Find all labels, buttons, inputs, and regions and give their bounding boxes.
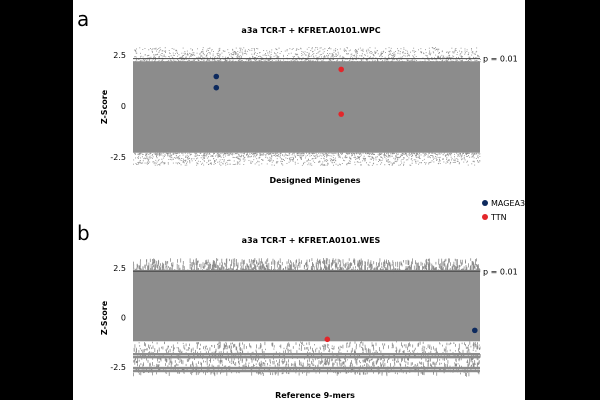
panel-b-title: a3a TCR-T + KFRET.A0101.WES [242,236,381,245]
panel-a-threshold-label: p = 0.01 [483,55,518,64]
panel-b-point-ttn [324,336,331,343]
panel-b-threshold: p = 0.01 [133,267,518,276]
panel-b-background-band [133,258,481,377]
panel-a-background-cloud [133,47,481,166]
legend-label-ttn: TTN [490,213,507,222]
panel-a-title: a3a TCR-T + KFRET.A0101.WPC [241,26,380,35]
panel-a-y-tick-label: 2.5 [113,51,126,60]
panel-a: a a3a TCR-T + KFRET.A0101.WPC Z-Score De… [77,7,518,185]
panel-b-x-axis-label: Reference 9-mers [275,391,355,400]
panel-b-band-stripe [133,352,480,356]
panel-a-point-ttn [338,111,345,117]
panel-a-y-tick-label: 0 [121,102,126,111]
panel-b-y-tick-label: 0 [121,313,126,322]
panel-b-y-tick-label: 2.5 [113,264,126,273]
panel-b-cloud-core [133,269,480,342]
panel-a-y-axis-label: Z-Score [100,89,109,124]
panel-a-point-ttn [338,66,345,73]
panel-b-y-axis-label: Z-Score [100,300,109,335]
panel-a-point-magea3 [213,84,220,91]
figure-canvas: a a3a TCR-T + KFRET.A0101.WPC Z-Score De… [73,0,525,400]
panel-b-band-stripe [133,369,480,373]
panel-b-band-stripe [133,355,480,359]
panel-b-cloud-scatter [133,258,481,377]
panel-b-threshold-label: p = 0.01 [483,267,518,276]
legend-label-magea3: MAGEA3 [491,199,525,208]
panel-b-point-magea3 [471,327,478,334]
panel-a-y-tick-label: -2.5 [110,153,126,162]
panel-a-threshold: p = 0.01 [133,55,518,64]
panel-b-y-tick-label: -2.5 [110,363,126,372]
panel-a-tick-labels: 2.5 0 -2.5 [110,51,126,162]
panel-a-x-axis-label: Designed Minigenes [269,176,360,185]
panel-a-highlight-points [213,66,345,117]
figure-svg: a a3a TCR-T + KFRET.A0101.WPC Z-Score De… [77,7,525,400]
legend-marker-ttn [482,214,488,220]
panel-b-letter: b [77,221,90,245]
panel-b: b a3a TCR-T + KFRET.A0101.WES Z-Score Re… [77,221,518,400]
panel-a-letter: a [77,7,89,31]
legend: MAGEA3 TTN [482,199,525,222]
legend-marker-magea3 [482,200,488,206]
panel-a-cloud-core [133,61,480,153]
panel-b-highlight-points [324,327,478,343]
panel-a-cloud-scatter [133,47,481,166]
panel-b-tick-labels: 2.5 0 -2.5 [110,264,126,372]
panel-a-point-magea3 [213,73,220,80]
